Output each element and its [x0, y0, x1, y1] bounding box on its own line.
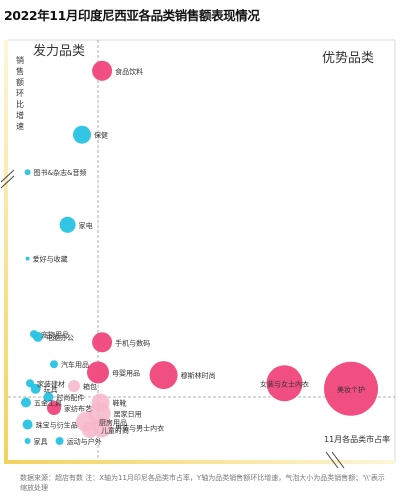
bubble-26	[24, 438, 31, 444]
y-axis-bar	[4, 40, 8, 464]
bubble-label-13: 箱包	[83, 382, 97, 391]
bubble-7	[92, 332, 113, 353]
x-axis-label: 11月各品类市占率	[324, 434, 390, 444]
x-axis-break-mark	[325, 451, 345, 469]
bubble-label-9: 汽车用品	[61, 360, 89, 369]
bubble-6	[92, 60, 113, 81]
y-axis-label: 销售额环比增速	[16, 55, 24, 131]
bubble-12	[59, 216, 76, 233]
bubble-label-16: 玩具	[44, 386, 58, 394]
bubble-18	[43, 392, 54, 402]
bubble-20	[22, 419, 33, 430]
bubble-label-14: 女装与女士内衣	[260, 379, 309, 388]
bubble-label-15: 美妆个护	[337, 385, 365, 394]
bubble-label-22: 厨房用品	[99, 418, 127, 427]
x-axis-bar	[4, 460, 395, 464]
bubble-label-11: 穆斯林时尚	[181, 371, 216, 380]
bubble-21	[30, 330, 38, 339]
bubble-label-6: 宠物用品	[41, 330, 69, 339]
quadrant-label-top-left: 发力品类	[33, 43, 85, 59]
bubble-2	[266, 365, 303, 402]
bubble-11	[91, 393, 110, 412]
bubble-label-27: 运动与户外	[67, 437, 102, 446]
bubble-13	[82, 422, 98, 438]
bubble-10	[73, 125, 91, 144]
bubble-label-24: 儿童时尚	[101, 426, 129, 435]
bubble-14	[47, 401, 61, 415]
bubble-23	[26, 379, 34, 388]
bubble-label-19: 五金工具	[34, 399, 62, 408]
bubble-label-12: 家装建材	[37, 379, 65, 388]
bubble-label-2: 保健	[94, 131, 108, 140]
chart-title: 2022年11月印度尼西亚各品类销售额表现情况	[4, 8, 260, 23]
bubble-layer: 食品饮料保健图书&杂志&音频家电爱好与收藏宠物用品电脑办公手机与数码汽车用品母婴…	[21, 60, 378, 446]
bubble-label-17: 时尚配件	[56, 393, 84, 402]
bubble-label-4: 家电	[79, 221, 93, 230]
bubble-label-5: 爱好与收藏	[33, 255, 68, 264]
bubble-label-1: 食品饮料	[115, 67, 143, 76]
bubble-27	[25, 256, 30, 261]
bubble-label-18: 鞋靴	[113, 399, 127, 408]
bubble-label-8: 手机与数码	[115, 338, 150, 347]
bubble-label-7: 电脑办公	[46, 333, 74, 342]
bubble-label-25: 男装与男士内衣	[115, 423, 164, 432]
bubble-1	[324, 361, 378, 416]
bubble-label-10: 母婴用品	[112, 369, 140, 377]
bubble-label-3: 图书&杂志&音频	[34, 168, 87, 177]
y-axis-break-mark	[0, 169, 15, 189]
footer-note: 数据来源：超店有数 注：X轴为11月印尼各品类市占率，Y轴为品类销售额环比增速，…	[20, 474, 385, 492]
bubble-label-21: 居家日用	[114, 410, 142, 419]
quadrant-label-top-right: 优势品类	[322, 50, 374, 66]
bubble-15	[68, 380, 80, 393]
bubble-22	[50, 360, 58, 369]
bubble-3	[149, 361, 178, 390]
bubble-25	[24, 169, 31, 176]
bubble-label-20: 家纺布艺	[64, 404, 92, 413]
bubble-4	[87, 361, 109, 384]
bubble-label-23: 珠宝与衍生品	[36, 421, 78, 430]
bubble-19	[21, 397, 31, 408]
bubble-label-26: 家具	[34, 437, 48, 446]
bubble-24	[55, 437, 64, 445]
bubble-17	[30, 383, 41, 394]
